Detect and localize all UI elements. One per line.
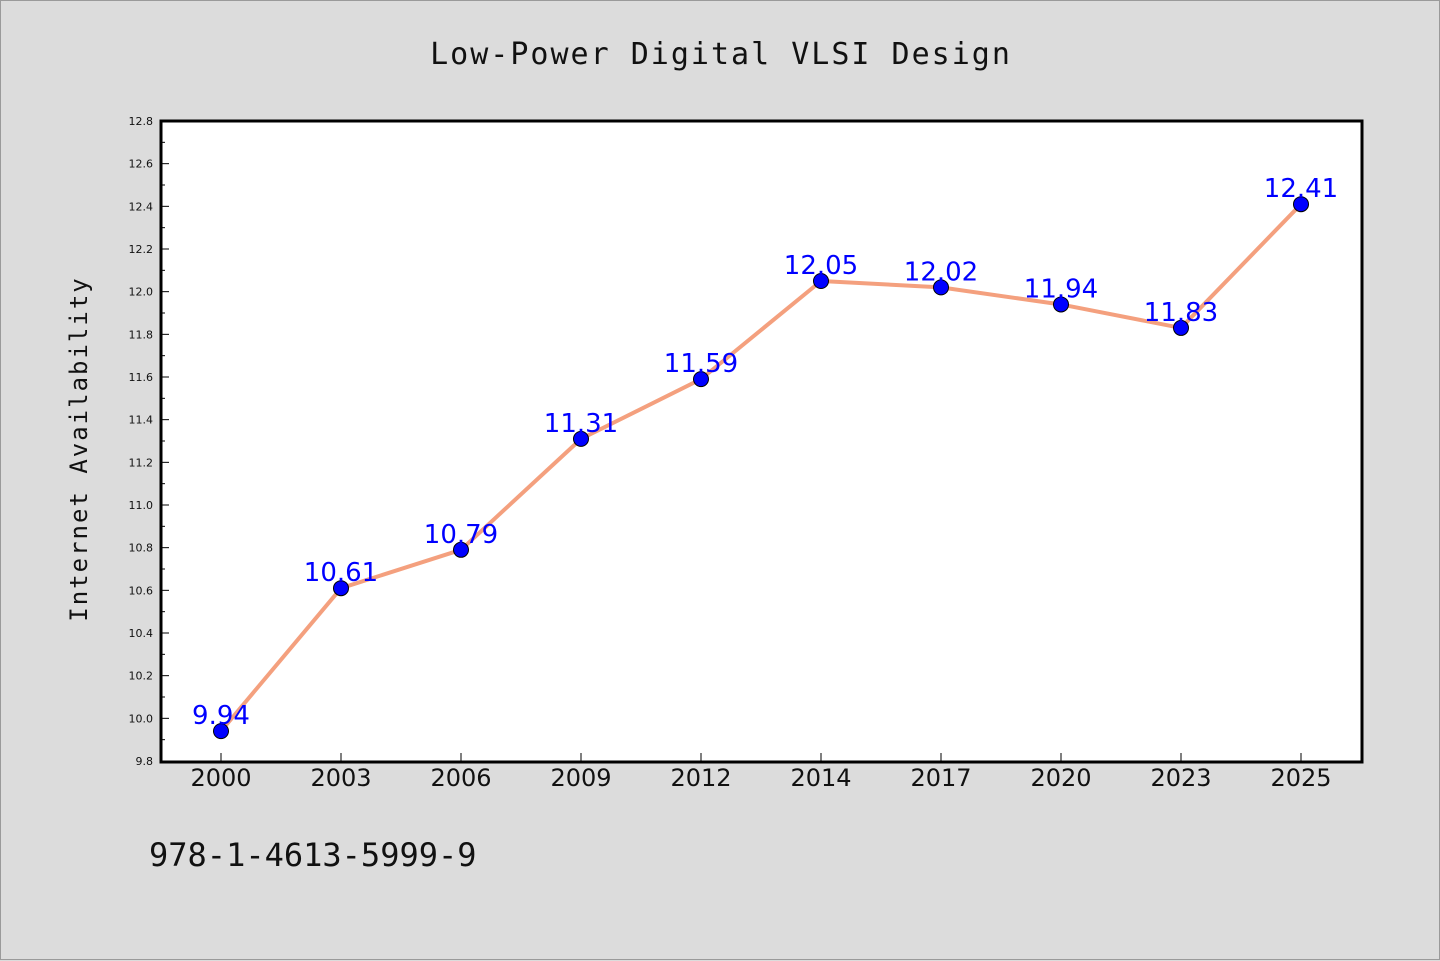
- y-tick-label: 11.8: [129, 328, 154, 341]
- y-tick-label: 12.2: [129, 243, 154, 256]
- y-tick-label: 10.4: [129, 627, 154, 640]
- y-tick-label: 12.0: [129, 286, 154, 299]
- data-point: [693, 371, 709, 388]
- series-line: [219, 202, 1303, 733]
- y-axis-ticks: 9.8 10.0 10.2 10.4 10.6 10.8 11.0 11.2 11.4 11.6 1…: [129, 115, 169, 768]
- y-tick-label: 11.0: [129, 499, 154, 512]
- data-labels: 9.94 10.61 10.79 11.31 11.59 12.05 12.02 11.94 1…: [192, 174, 1338, 731]
- data-point: [1173, 319, 1189, 336]
- y-axis-label: Internet Availability: [65, 276, 93, 621]
- data-label: 10.79: [424, 520, 498, 550]
- y-tick-label: 12.4: [129, 200, 154, 213]
- data-label: 11.31: [544, 409, 618, 439]
- data-label: 12.05: [784, 251, 858, 281]
- data-point: [813, 273, 829, 289]
- y-tick-label: 10.8: [129, 542, 154, 555]
- y-tick-label: 10.2: [129, 670, 154, 683]
- x-tick-label: 2000: [190, 764, 251, 792]
- y-tick-label: 10.6: [129, 584, 154, 597]
- x-tick-label: 2003: [310, 764, 371, 792]
- y-tick-label: 11.2: [129, 456, 154, 469]
- y-tick-label: 12.8: [129, 115, 154, 128]
- data-point: [1293, 196, 1309, 213]
- x-tick-label: 2012: [670, 764, 731, 792]
- data-label: 12.02: [904, 257, 978, 287]
- y-tick-label: 11.4: [129, 414, 154, 427]
- data-point: [453, 541, 469, 558]
- x-tick-label: 2009: [550, 764, 611, 792]
- y-tick-label: 9.8: [136, 755, 154, 768]
- x-tick-label: 2006: [430, 764, 491, 792]
- plot-area: [159, 119, 1364, 764]
- x-tick-label: 2020: [1030, 764, 1091, 792]
- data-label: 11.94: [1024, 274, 1098, 304]
- y-tick-label: 12.6: [129, 158, 154, 171]
- y-tick-label: 10.0: [129, 712, 154, 725]
- data-point: [213, 723, 229, 740]
- x-tick-label: 2023: [1150, 764, 1211, 792]
- data-label: 11.59: [664, 349, 738, 379]
- data-label: 10.61: [304, 558, 378, 588]
- data-label: 12.41: [1264, 174, 1338, 204]
- data-point: [1053, 296, 1069, 313]
- y-tick-label: 11.6: [129, 371, 154, 384]
- data-markers: [213, 196, 1309, 740]
- x-tick-label: 2014: [790, 764, 851, 792]
- chart-title: Low-Power Digital VLSI Design: [430, 37, 1012, 72]
- footer-text: 978-1-4613-5999-9: [149, 836, 477, 874]
- data-label: 9.94: [192, 701, 250, 731]
- data-point: [333, 580, 349, 597]
- x-axis-ticks: 2000 2003 2006 2009 2012 2014 2017 2020 2023 2025: [190, 753, 1332, 792]
- data-point: [933, 279, 949, 296]
- x-tick-label: 2017: [910, 764, 971, 792]
- data-label: 11.83: [1144, 298, 1218, 328]
- x-tick-label: 2025: [1270, 764, 1331, 792]
- data-point: [573, 430, 589, 447]
